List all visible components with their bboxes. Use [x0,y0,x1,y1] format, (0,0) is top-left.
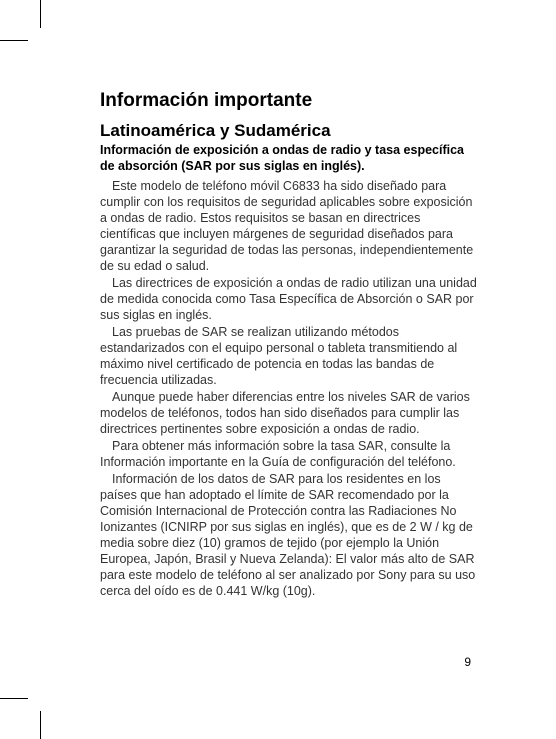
page-content: Información importante Latinoamérica y S… [100,90,478,600]
crop-mark [0,698,28,699]
document-title: Información importante [100,90,478,113]
section-subheading: Información de exposición a ondas de rad… [100,143,478,174]
paragraph: Las directrices de exposición a ondas de… [100,275,478,323]
crop-mark [40,711,41,739]
paragraph: Información de los datos de SAR para los… [100,471,478,599]
paragraph: Este modelo de teléfono móvil C6833 ha s… [100,178,478,274]
paragraph: Para obtener más información sobre la ta… [100,438,478,470]
paragraph: Las pruebas de SAR se realizan utilizand… [100,324,478,388]
page-number: 9 [464,655,471,669]
crop-mark [0,40,28,41]
body-text: Este modelo de teléfono móvil C6833 ha s… [100,178,478,599]
document-subtitle: Latinoamérica y Sudamérica [100,121,478,141]
paragraph: Aunque puede haber diferencias entre los… [100,389,478,437]
crop-mark [40,0,41,28]
